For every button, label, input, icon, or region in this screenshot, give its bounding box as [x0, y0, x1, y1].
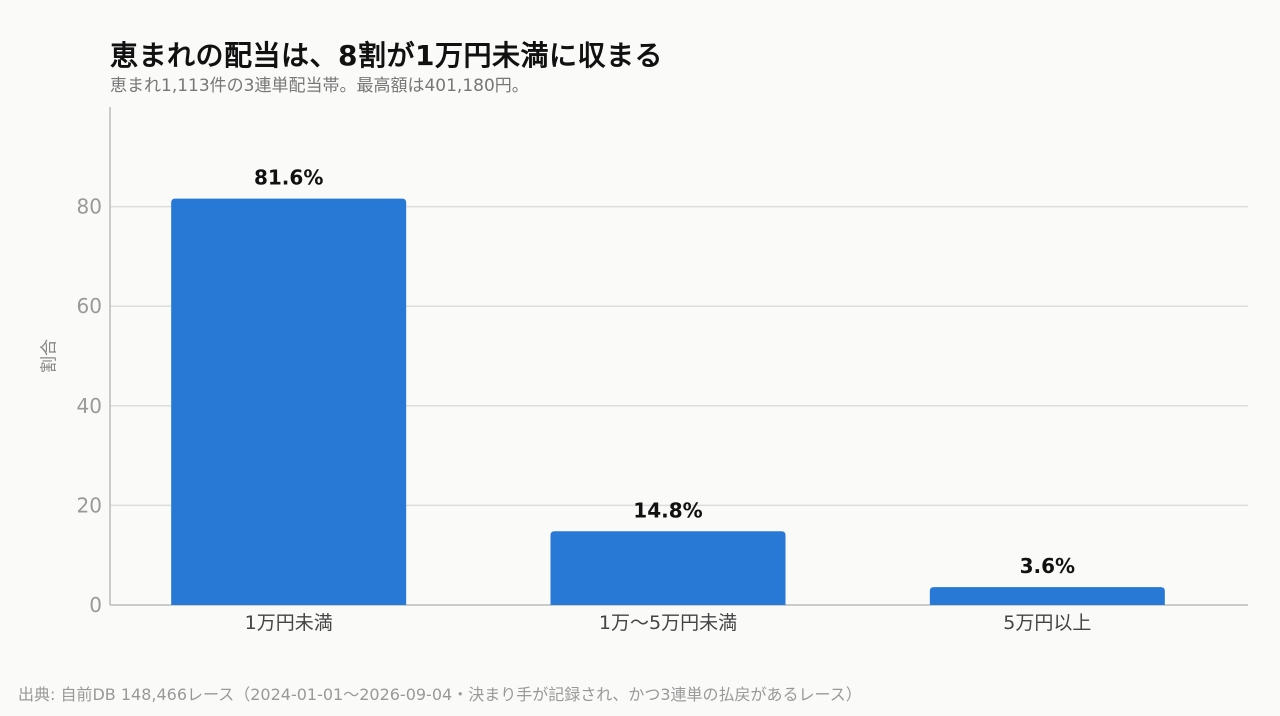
- x-tick-label: 1万円未満: [245, 612, 333, 634]
- y-tick-label: 20: [77, 493, 102, 517]
- x-tick-label: 5万円以上: [1003, 612, 1091, 634]
- chart-title: 恵まれの配当は、8割が1万円未満に収まる: [110, 39, 663, 72]
- labels: 0 20 40 60 80 81.6% 1万円未満 14.8% 1万〜5万円未満 3.6% 5万円以…: [77, 166, 1092, 634]
- y-tick-label: 0: [89, 593, 102, 617]
- data-label: 3.6%: [1020, 554, 1075, 578]
- bar: [929, 587, 1165, 605]
- bar: [550, 531, 786, 605]
- bar: [171, 198, 407, 605]
- data-label: 14.8%: [633, 498, 702, 522]
- data-label: 81.6%: [254, 166, 323, 190]
- source-note: 出典: 自前DB 148,466レース（2024-01-01〜2026-09-0…: [18, 685, 862, 704]
- x-tick-label: 1万〜5万円未満: [599, 612, 737, 634]
- y-tick-label: 40: [77, 394, 102, 418]
- chart-subtitle: 恵まれ1,113件の3連単配当帯。最高額は401,180円。: [110, 76, 529, 96]
- y-tick-label: 80: [77, 195, 102, 219]
- y-tick-label: 60: [77, 294, 102, 318]
- bars: [171, 198, 1165, 605]
